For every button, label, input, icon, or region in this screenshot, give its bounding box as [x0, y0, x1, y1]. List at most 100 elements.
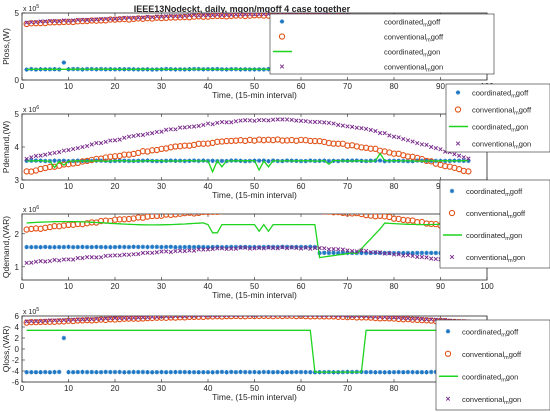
- point-conv_on: [150, 131, 155, 136]
- point-conv_off: [314, 214, 316, 215]
- point-conv_on: [43, 318, 48, 323]
- point-conv_on: [224, 246, 229, 252]
- point-conv_on: [94, 140, 99, 146]
- series-group: [23, 117, 472, 175]
- point-conv_on: [219, 119, 225, 125]
- legend-marker-conv_on: [445, 396, 451, 401]
- legend-label-conv_off: conventionalmgoff: [462, 350, 522, 361]
- point-coord_off: [219, 369, 225, 375]
- point-coord_off: [70, 244, 76, 250]
- point-coord_off: [298, 369, 304, 375]
- point-conv_on: [317, 119, 322, 125]
- point-conv_on: [187, 248, 192, 253]
- point-conv_on: [349, 316, 355, 319]
- point-coord_off: [261, 369, 266, 375]
- x-tick-label: 100: [480, 282, 494, 291]
- point-conv_on: [122, 15, 127, 21]
- legend-box: [435, 319, 550, 411]
- legend-marker-conv_off: [454, 106, 462, 113]
- x-tick-label: 40: [204, 82, 213, 91]
- point-coord_off: [201, 369, 206, 375]
- point-conv_on: [391, 316, 397, 320]
- point-coord_off: [326, 158, 332, 164]
- legend-label-coord_on: coordinatedmgon: [384, 48, 440, 59]
- point-conv_on: [354, 249, 359, 254]
- point-coord_off: [261, 244, 266, 250]
- point-coord_off: [57, 369, 62, 375]
- legend-marker-conv_on: [449, 254, 455, 260]
- point-coord_off: [280, 370, 285, 375]
- point-conv_on: [256, 117, 262, 123]
- point-coord_off: [229, 244, 234, 250]
- point-conv_on: [280, 117, 285, 122]
- point-conv_off: [326, 214, 331, 215]
- point-conv_on: [75, 145, 80, 151]
- point-conv_on: [229, 316, 234, 318]
- point-coord_off: [70, 369, 76, 375]
- point-conv_on: [159, 249, 164, 254]
- point-conv_on: [410, 316, 415, 321]
- point-conv_on: [331, 121, 336, 126]
- point-conv_on: [89, 255, 94, 260]
- point-conv_on: [336, 316, 341, 318]
- point-conv_off: [280, 207, 285, 212]
- point-coord_off: [270, 370, 276, 375]
- x-tick-label: 30: [157, 182, 166, 191]
- x-tick-label: 50: [250, 282, 259, 291]
- point-coord_off: [117, 244, 122, 250]
- point-coord_off: [122, 370, 127, 375]
- point-conv_on: [266, 13, 271, 17]
- legend-marker-conv_on: [455, 141, 461, 146]
- x-tick-label: 50: [250, 182, 259, 191]
- x-tick-label: 60: [297, 82, 306, 91]
- point-conv_on: [103, 253, 108, 259]
- point-conv_on: [229, 246, 234, 251]
- point-conv_on: [43, 152, 48, 157]
- point-conv_on: [415, 316, 420, 321]
- point-coord_off: [38, 370, 43, 375]
- point-conv_on: [131, 252, 136, 257]
- point-coord_off: [275, 244, 280, 250]
- point-conv_on: [80, 144, 85, 150]
- point-conv_on: [261, 13, 266, 17]
- point-coord_off: [47, 244, 53, 250]
- point-conv_on: [94, 255, 99, 260]
- point-conv_off: [205, 214, 211, 216]
- x-tick-label: 70: [343, 384, 352, 393]
- point-coord_off: [266, 369, 271, 375]
- point-conv_off: [195, 214, 202, 217]
- x-tick-label: 90: [436, 282, 445, 291]
- point-conv_on: [136, 316, 141, 320]
- point-conv_on: [405, 316, 411, 321]
- point-coord_off: [233, 369, 239, 375]
- x-tick-label: 10: [64, 82, 73, 91]
- point-coord_off: [163, 370, 169, 375]
- y-axis-label: Qdemand,(VAR): [1, 216, 11, 278]
- y-axis-label: Qloss,(VAR): [1, 326, 11, 373]
- point-conv_on: [238, 118, 243, 123]
- legend-label-coord_on: coordinatedmgon: [466, 231, 522, 242]
- point-coord_off: [103, 244, 108, 250]
- point-coord_off: [326, 250, 332, 256]
- x-tick-label: 50: [250, 82, 259, 91]
- point-conv_off: [330, 214, 337, 216]
- point-conv_on: [136, 251, 141, 257]
- point-conv_off: [232, 316, 240, 320]
- point-conv_on: [136, 15, 141, 20]
- point-coord_off: [24, 244, 29, 250]
- point-coord_off: [61, 244, 67, 250]
- y-tick-label: 2: [15, 230, 20, 239]
- point-coord_off: [247, 244, 253, 250]
- point-coord_off: [266, 158, 271, 164]
- x-tick-label: 20: [111, 384, 120, 393]
- point-coord_off: [201, 244, 206, 250]
- point-coord_off: [145, 244, 150, 250]
- point-conv_on: [322, 316, 327, 318]
- point-conv_on: [419, 316, 425, 322]
- point-conv_on: [401, 316, 406, 321]
- point-coord_off: [419, 370, 425, 375]
- point-conv_on: [452, 152, 457, 157]
- point-coord_off: [159, 369, 164, 375]
- point-conv_on: [419, 254, 425, 260]
- point-conv_on: [284, 246, 290, 251]
